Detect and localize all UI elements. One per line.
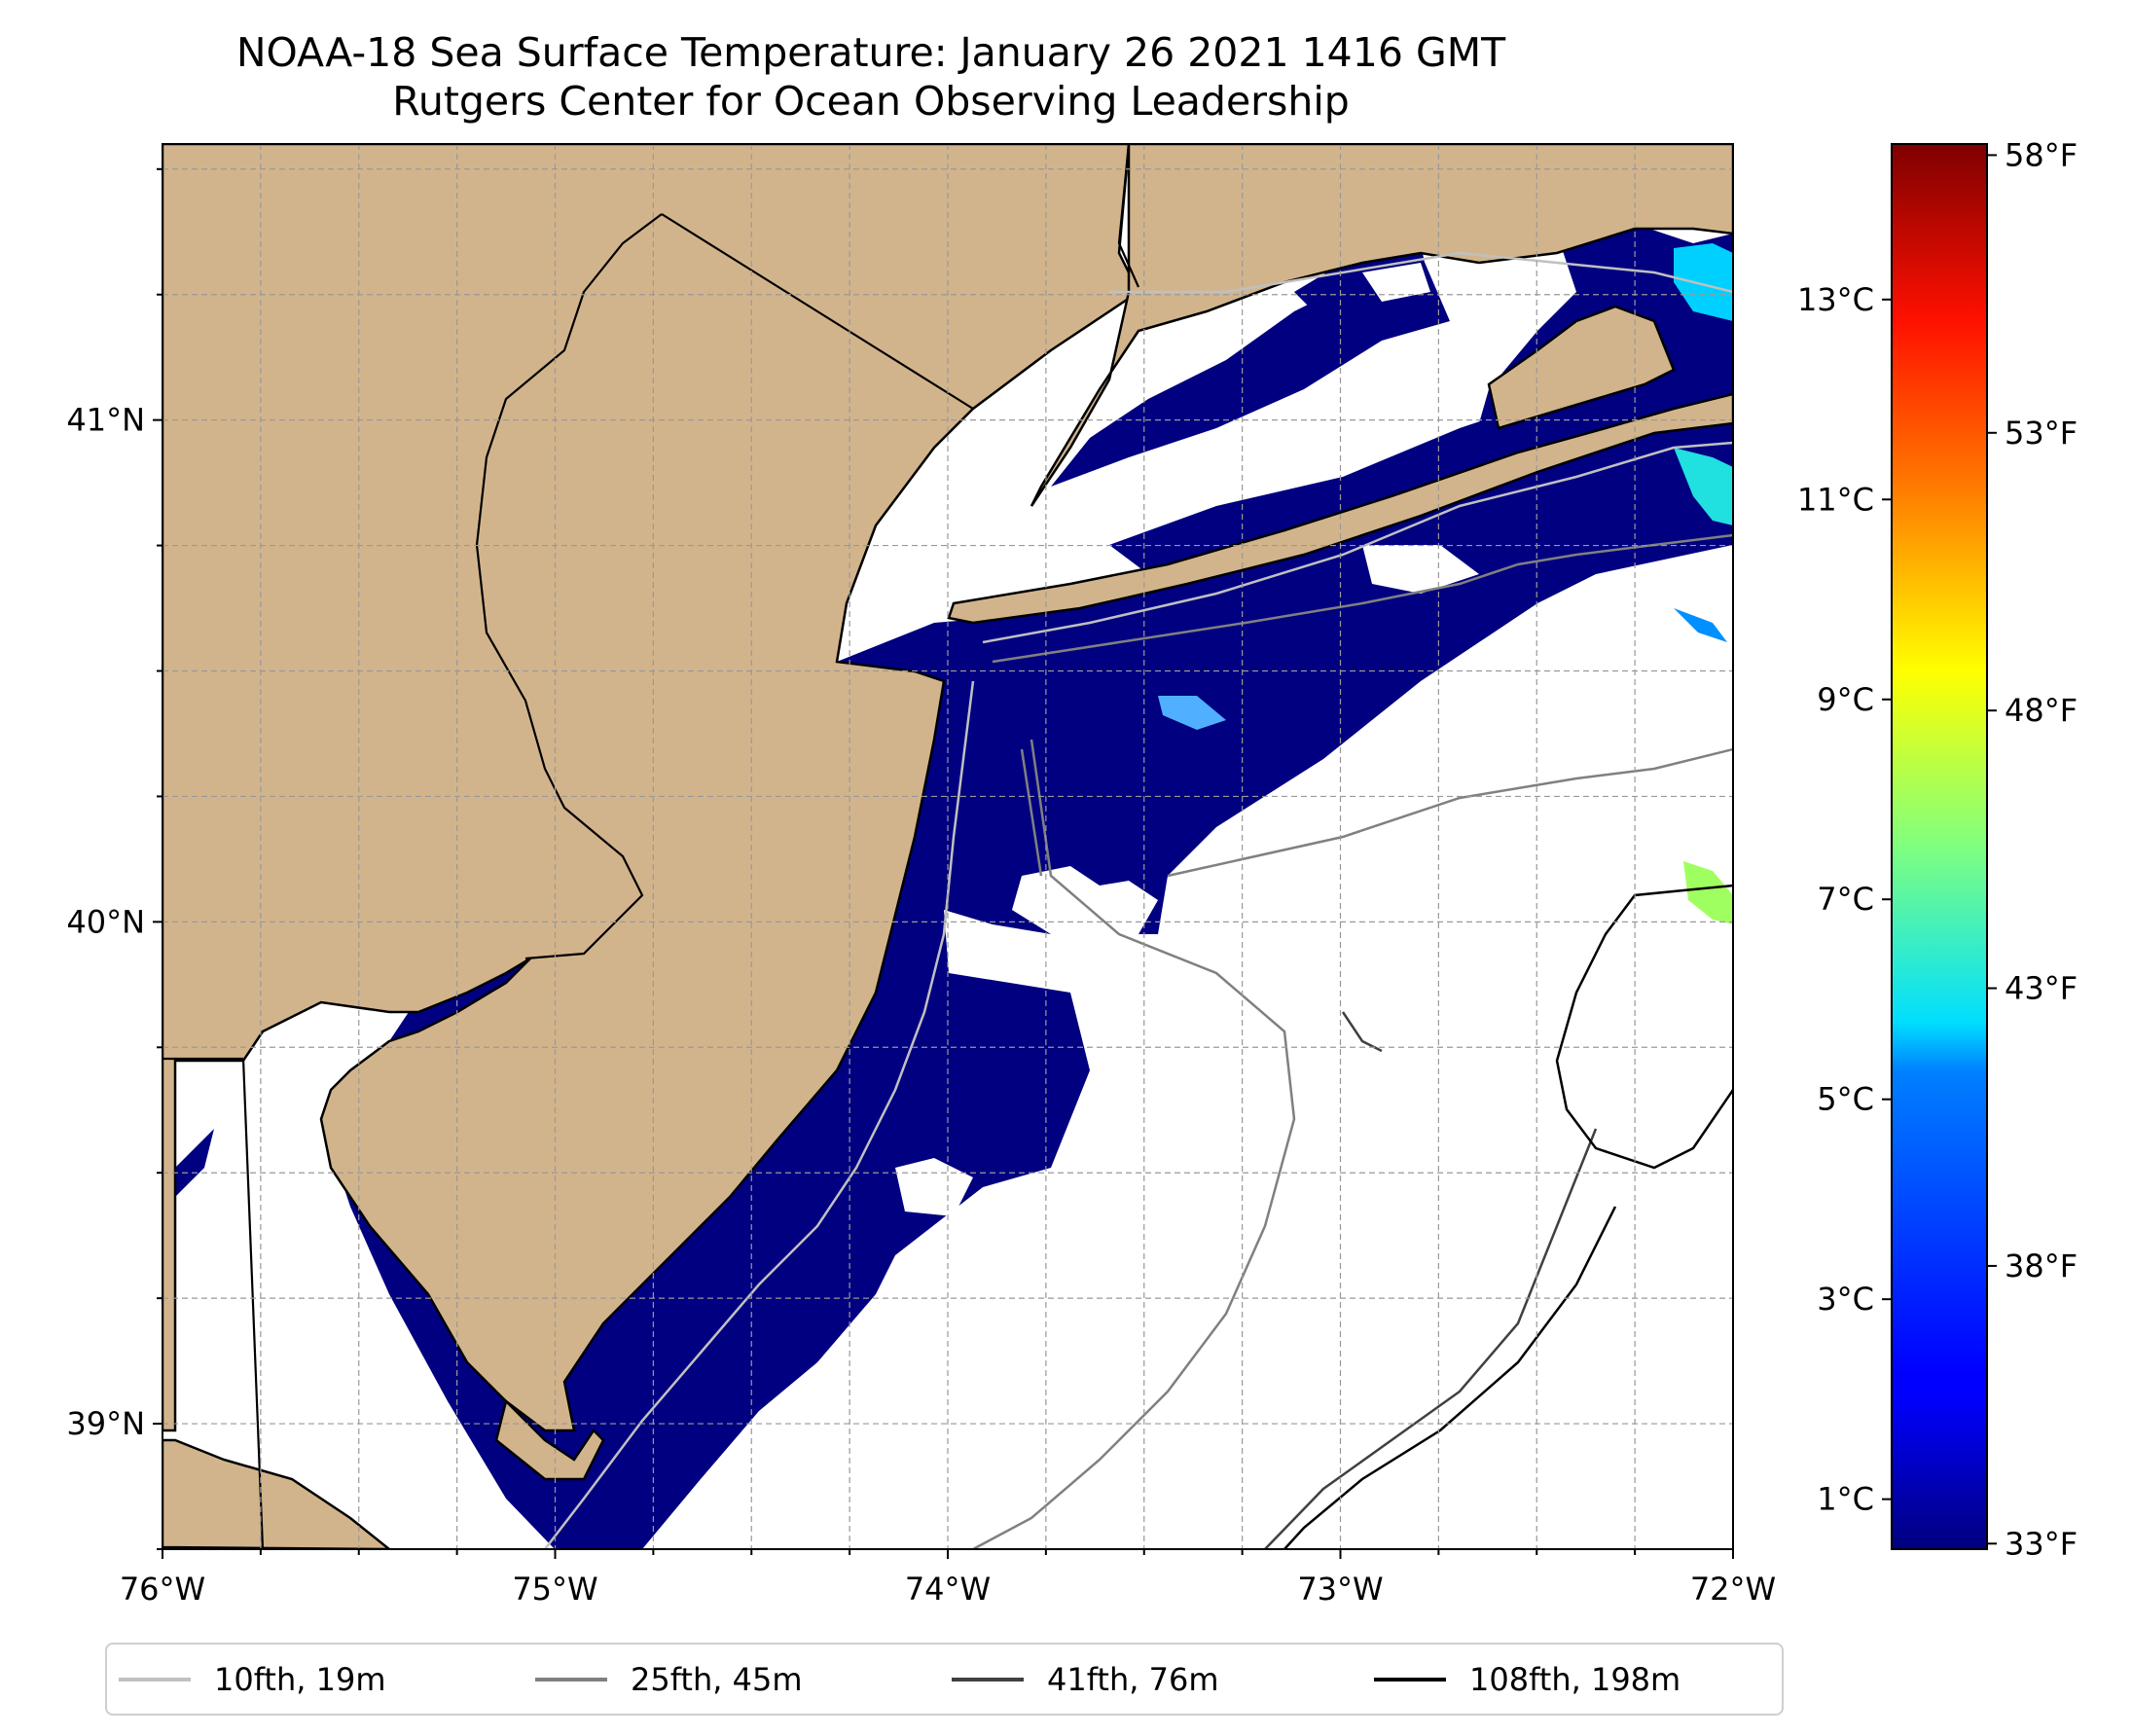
fahrenheit-tick-label: 58°F [2005,136,2078,173]
colorbar [1891,143,1988,1550]
contour-25fth [972,533,1733,1549]
bathymetry-contours [544,251,1733,1549]
contour-legend: 10fth, 19m 25fth, 45m 41fth, 76m 108fth, 19… [105,1643,1784,1716]
warm-patch-south [1683,861,1733,924]
contour-10fth [544,251,1733,1549]
y-tick-label: 41°N [66,402,145,439]
fahrenheit-tick-label: 38°F [2005,1248,2078,1284]
celsius-tick-label: 7°C [1817,881,1874,918]
chart-title: NOAA-18 Sea Surface Temperature: January… [235,29,1506,76]
legend-line-swatch [1374,1678,1446,1682]
warm-patch-east [1674,448,1733,525]
celsius-tick-label: 13°C [1797,281,1874,318]
state-boundaries [163,144,1140,1549]
y-tick-label: 40°N [66,903,145,940]
celsius-tick-label: 5°C [1817,1081,1874,1118]
legend-line-swatch [119,1678,191,1682]
x-tick-label: 74°W [905,1571,991,1608]
no-data-cloud [681,263,1479,1537]
legend-label: 10fth, 19m [214,1661,386,1698]
celsius-tick-label: 11°C [1797,481,1874,518]
y-axis-ticks: 41°N 40°N 39°N [66,167,163,1550]
celsius-tick-label: 1°C [1817,1481,1874,1518]
warm-patch-mid [1158,696,1226,730]
x-tick-label: 72°W [1690,1571,1776,1608]
x-axis-ticks: 76°W 75°W 74°W 73°W 72°W [120,1549,1776,1608]
fahrenheit-tick-label: 53°F [2005,415,2078,452]
legend-item: 10fth, 19m [119,1645,385,1715]
legend-line-swatch [952,1678,1024,1682]
contour-41fth [1264,1011,1598,1549]
x-tick-label: 73°W [1297,1571,1383,1608]
legend-label: 108fth, 198m [1469,1661,1681,1698]
colorbar-celsius-ticks: 1°C 3°C 5°C 7°C 9°C 11°C 13°C [1797,281,1892,1518]
fahrenheit-tick-label: 48°F [2005,692,2078,729]
warm-patch-sound [1674,243,1733,321]
fahrenheit-tick-label: 43°F [2005,970,2078,1007]
legend-label: 41fth, 76m [1047,1661,1219,1698]
x-tick-label: 76°W [120,1571,205,1608]
legend-item: 108fth, 198m [1374,1645,1680,1715]
fahrenheit-tick-label: 33°F [2005,1525,2078,1562]
legend-item: 25fth, 45m [535,1645,802,1715]
celsius-tick-label: 3°C [1817,1281,1874,1318]
warm-patch-east2 [1674,608,1727,642]
contour-108fth [1283,884,1733,1549]
x-tick-label: 75°W [512,1571,597,1608]
legend-item: 41fth, 76m [952,1645,1218,1715]
chart-subtitle: Rutgers Center for Ocean Observing Leade… [392,78,1350,125]
legend-line-swatch [535,1678,607,1682]
map-gridlines [163,144,1733,1549]
y-tick-label: 39°N [66,1405,145,1442]
celsius-tick-label: 9°C [1817,681,1874,718]
colorbar-fahrenheit-ticks: 33°F 38°F 43°F 48°F 53°F 58°F [1987,136,2078,1562]
legend-label: 25fth, 45m [631,1661,803,1698]
